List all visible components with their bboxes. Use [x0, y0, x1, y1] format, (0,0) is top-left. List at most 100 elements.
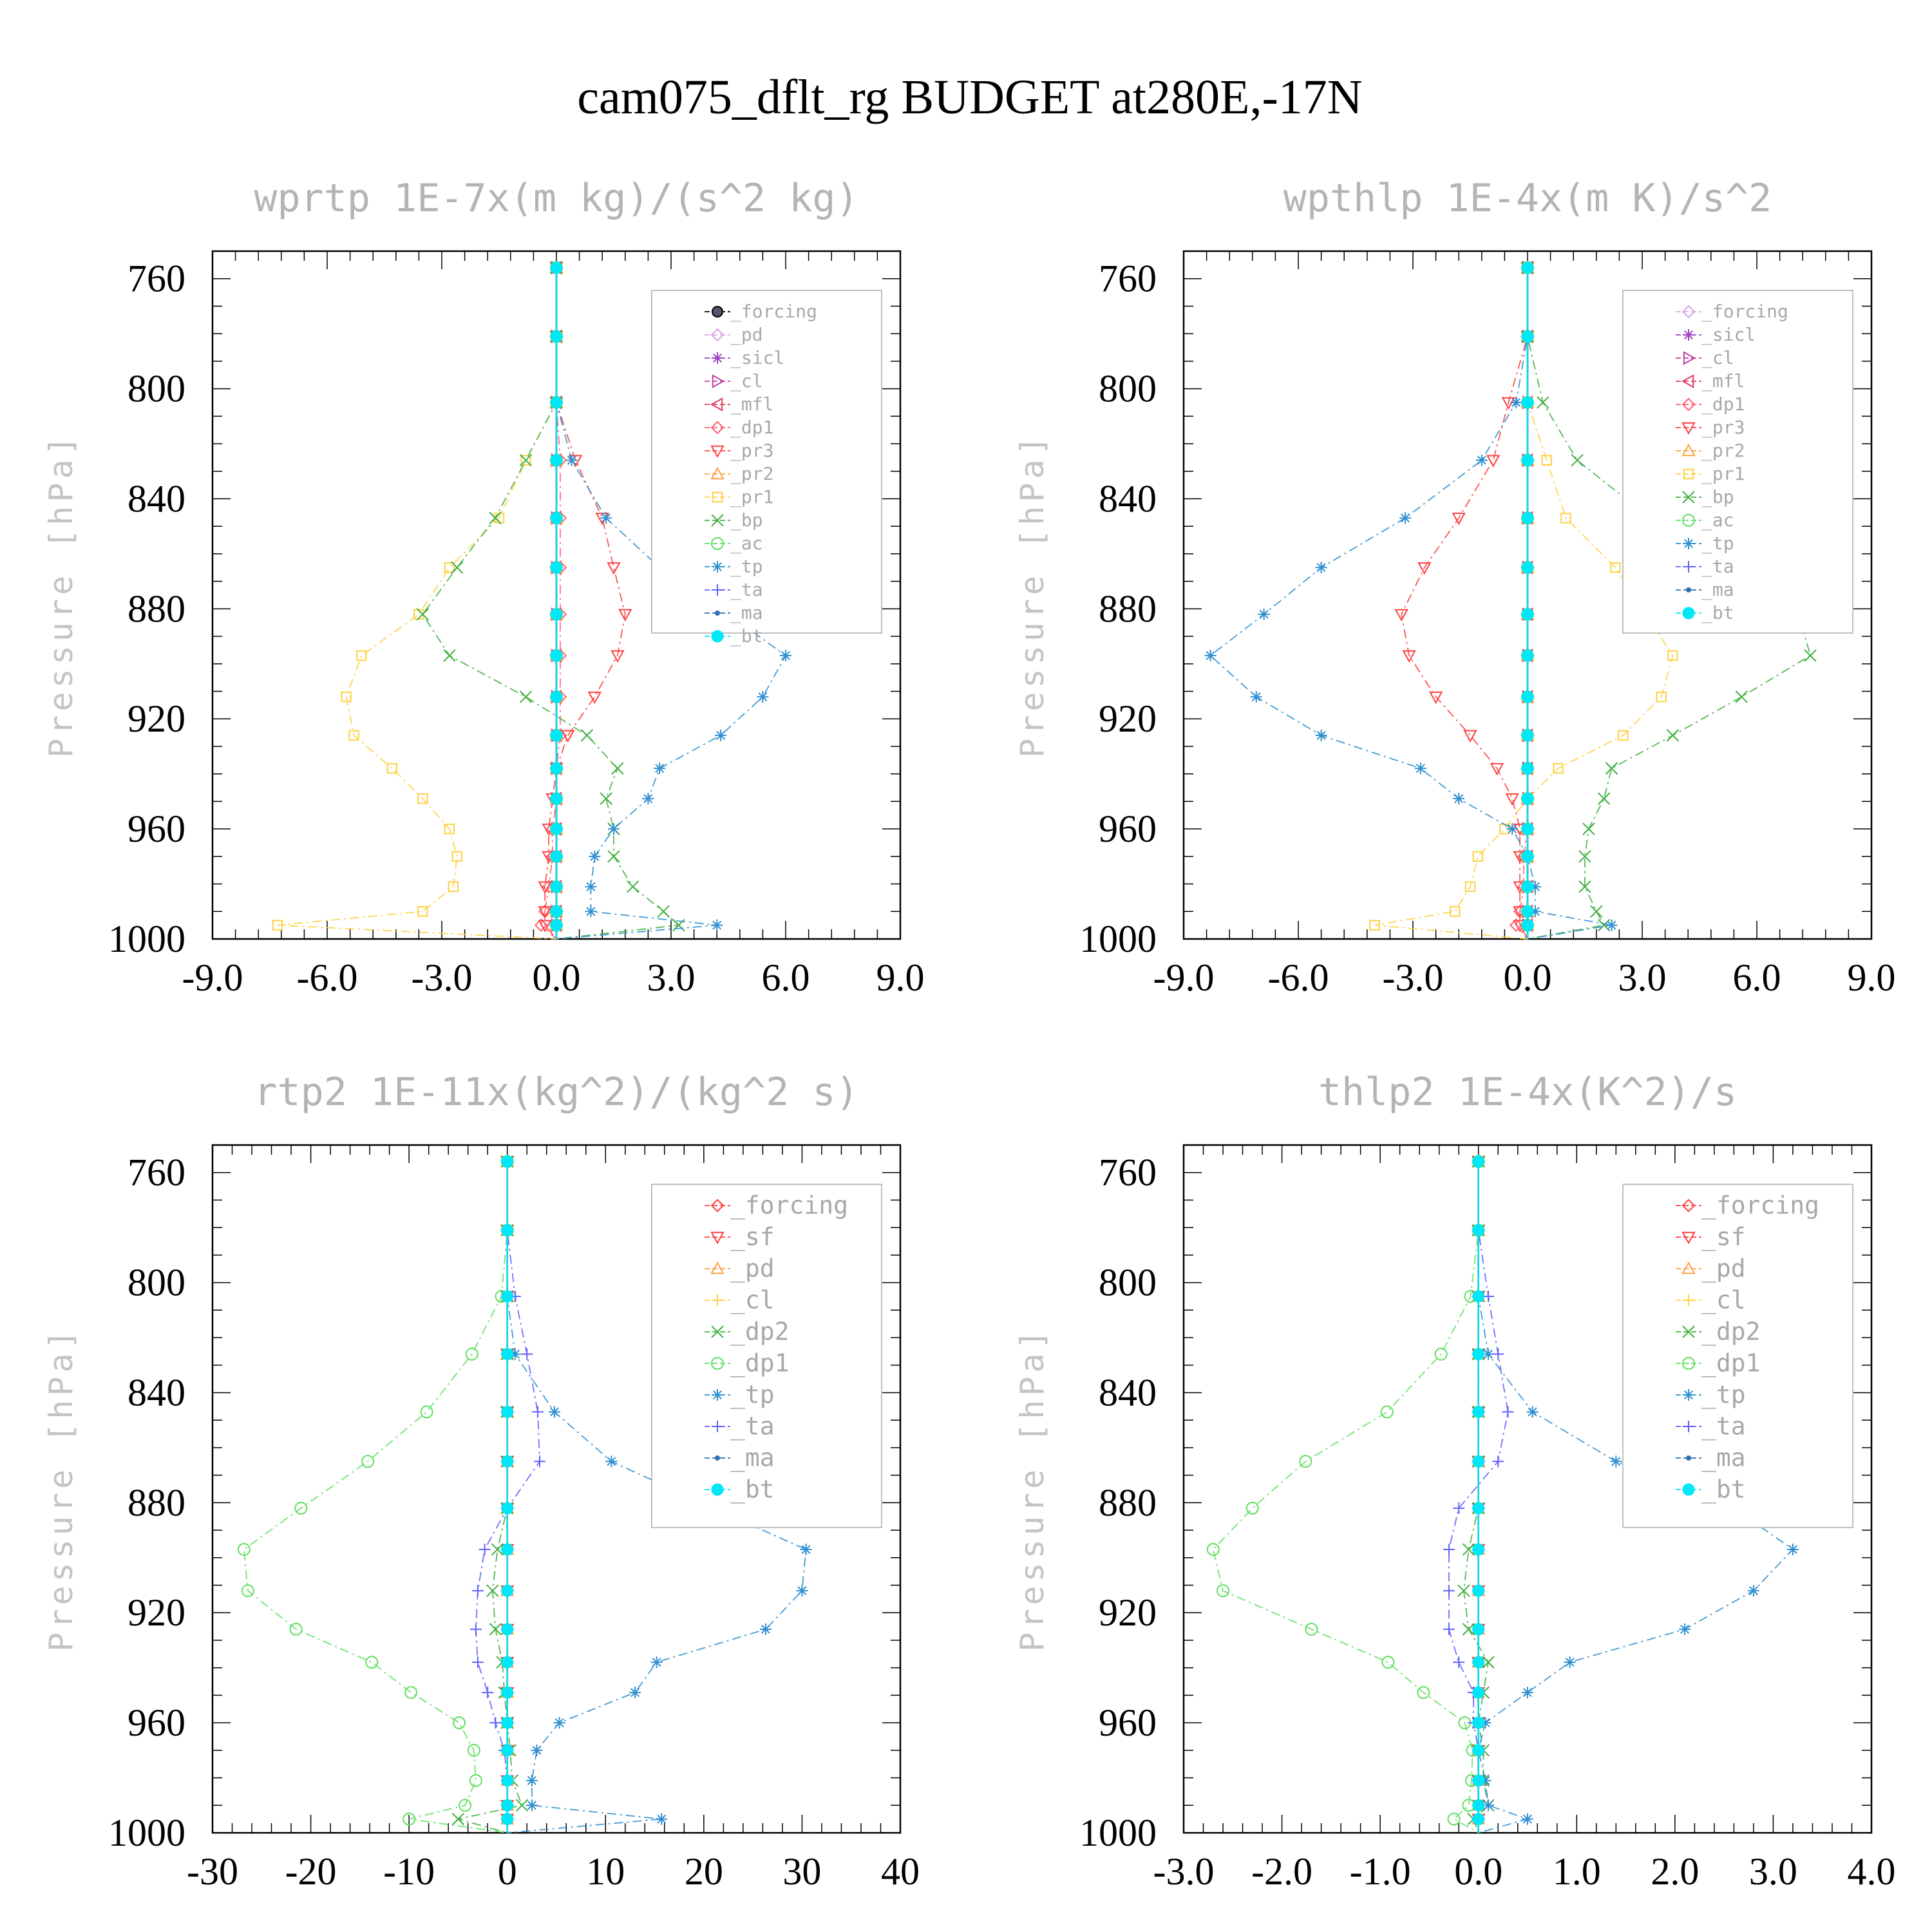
- legend-marker: [710, 328, 724, 342]
- data-point: [1245, 1501, 1259, 1515]
- data-point: [515, 1799, 529, 1812]
- legend-label: _ma: [730, 602, 763, 624]
- legend-label: _pd: [730, 324, 763, 346]
- data-point: [1414, 762, 1426, 775]
- legend-label: _bt: [730, 1475, 775, 1504]
- data-point: [1472, 1405, 1485, 1418]
- legend-marker: [712, 584, 723, 596]
- data-point: [1217, 1584, 1230, 1598]
- legend-label: _sicl: [730, 347, 784, 369]
- data-point: [365, 1656, 379, 1669]
- legend-marker: [711, 1357, 724, 1370]
- data-point: [550, 396, 563, 409]
- data-point: [1521, 511, 1534, 524]
- data-point: [1443, 1585, 1455, 1597]
- data-point: [550, 649, 563, 662]
- data-point: [553, 1717, 565, 1729]
- data-point: [444, 823, 455, 835]
- series-dp1: [1509, 261, 1535, 940]
- series-line: [1209, 267, 1612, 940]
- data-point: [465, 1347, 478, 1361]
- data-point: [489, 511, 502, 525]
- legend-label: _ac: [730, 533, 763, 554]
- x-tick-label: 10: [586, 1850, 625, 1893]
- data-point: [1560, 513, 1571, 524]
- series-line: [540, 267, 561, 940]
- data-point: [550, 511, 563, 524]
- series-dp2: [1457, 1155, 1495, 1833]
- legend-label: _ma: [1701, 1444, 1746, 1473]
- data-point: [1472, 1656, 1485, 1669]
- data-point: [550, 608, 563, 621]
- legend-label: _pd: [1701, 1255, 1746, 1283]
- series-pr3: [1394, 262, 1535, 940]
- data-point: [491, 1543, 504, 1556]
- series-line: [243, 1161, 508, 1833]
- data-point: [1529, 880, 1541, 893]
- legend-label: _ac: [1701, 509, 1734, 531]
- legend-marker: [712, 561, 723, 573]
- data-point: [1204, 649, 1217, 661]
- legend-label: _tp: [730, 1381, 775, 1410]
- series-bt: [550, 261, 563, 939]
- legend-marker: [710, 1198, 724, 1213]
- data-point: [657, 905, 670, 918]
- series-pr3: [538, 262, 632, 940]
- plot-frame: [211, 1144, 902, 1834]
- data-point: [1472, 851, 1484, 862]
- panel-title: wprtp 1E-7x(m kg)/(s^2 kg): [254, 176, 858, 221]
- data-point: [1479, 1774, 1492, 1786]
- series-bt: [1472, 1155, 1485, 1833]
- data-point: [1667, 650, 1678, 661]
- y-axis-label: Pressure [hPa]: [1014, 1326, 1051, 1651]
- legend-marker: [710, 1261, 724, 1274]
- legend-marker: [1681, 305, 1696, 319]
- data-point: [1679, 1623, 1691, 1635]
- panel-0: wprtp 1E-7x(m kg)/(s^2 kg) Pressure [hPa]…: [43, 176, 925, 999]
- data-point: [1315, 562, 1327, 574]
- x-tick-label: 4.0: [1848, 1850, 1896, 1893]
- panel-1: wpthlp 1E-4x(m K)/s^2 Pressure [hPa] 760 80…: [1014, 176, 1896, 999]
- legend-marker: [1682, 491, 1695, 504]
- data-point: [550, 762, 563, 775]
- data-point: [608, 823, 620, 835]
- legend-label: _pr3: [730, 440, 773, 462]
- series-tp: [1204, 261, 1618, 940]
- series-line: [1463, 1161, 1489, 1833]
- data-point: [402, 1812, 416, 1826]
- legend-label: _sicl: [1701, 324, 1756, 346]
- data-point: [1299, 1455, 1312, 1468]
- x-tick-label: -3.0: [412, 956, 473, 999]
- legend-marker: [710, 421, 724, 435]
- data-point: [501, 1623, 514, 1636]
- data-point: [471, 1656, 484, 1669]
- series-bt: [501, 1155, 514, 1833]
- figure-title: cam075_dflt_rg BUDGET at280E,-17N: [577, 70, 1362, 124]
- series-line: [458, 1161, 523, 1833]
- data-point: [1522, 1687, 1533, 1699]
- legend-label: _forcing: [730, 301, 817, 323]
- data-point: [711, 919, 723, 931]
- legend-marker: [1682, 514, 1695, 527]
- legend-marker: [1682, 1357, 1695, 1370]
- x-tick-label: 3.0: [647, 956, 696, 999]
- legend-marker: [711, 537, 724, 550]
- data-point: [656, 1813, 668, 1825]
- legend-label: _ma: [1701, 579, 1734, 601]
- data-point: [1666, 729, 1680, 742]
- x-tick-label: 6.0: [1733, 956, 1781, 999]
- data-point: [448, 881, 459, 893]
- legend-label: _pr1: [730, 486, 773, 508]
- data-point: [534, 1455, 546, 1468]
- data-point: [1402, 650, 1416, 663]
- x-tick-label: 0.0: [1504, 956, 1552, 999]
- data-point: [451, 1812, 465, 1826]
- series-line: [1401, 267, 1528, 940]
- y-tick-label: 1000: [1079, 1812, 1157, 1854]
- y-tick-label: 880: [1099, 587, 1157, 630]
- data-point: [1610, 1455, 1622, 1468]
- data-point: [501, 1155, 514, 1168]
- series-dp1: [1206, 1155, 1485, 1833]
- legend-marker: [711, 630, 724, 643]
- data-point: [1206, 1542, 1220, 1556]
